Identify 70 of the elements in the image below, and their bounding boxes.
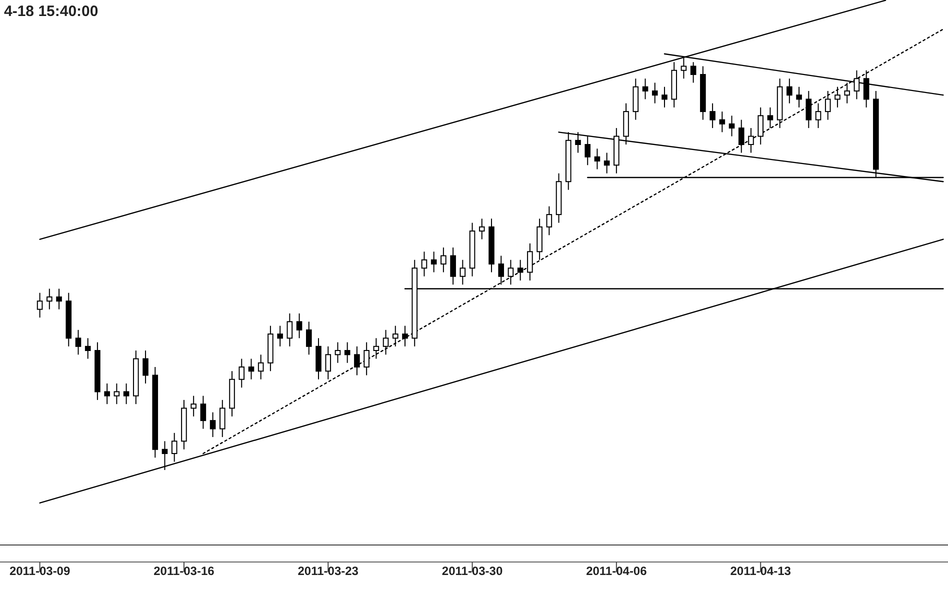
candlestick [142, 350, 148, 384]
candlestick [306, 321, 312, 356]
candlestick [728, 115, 735, 137]
candlestick [758, 106, 764, 146]
candlestick [190, 395, 196, 417]
candlestick [806, 90, 812, 129]
candlestick [334, 342, 341, 364]
candlestick [84, 338, 91, 360]
x-tick-label: 2011-04-13 [730, 564, 792, 578]
candlestick [402, 325, 408, 347]
candlestick [796, 86, 802, 108]
candlestick [123, 382, 130, 405]
candlestick [421, 251, 428, 277]
candlestick [46, 288, 52, 310]
candlestick [75, 329, 82, 356]
candlestick [200, 395, 206, 430]
candlestick [450, 247, 456, 286]
candlestick [430, 251, 437, 273]
candlestick [662, 86, 668, 108]
candlestick [546, 206, 552, 236]
candlestick [710, 102, 716, 129]
candlestick [354, 346, 360, 376]
candlestick [325, 346, 332, 380]
candlestick [210, 412, 216, 438]
candlestick [171, 432, 178, 462]
candlestick [748, 128, 754, 154]
candlestick [36, 292, 43, 318]
x-tick-label: 2011-03-30 [442, 564, 503, 578]
candlestick [719, 111, 726, 133]
candlestick [296, 312, 302, 339]
candlestick [277, 325, 283, 347]
candlestick [382, 329, 389, 356]
candlestick [584, 136, 591, 166]
candlestick [460, 259, 466, 286]
candlestick [373, 338, 380, 360]
candlestick [604, 152, 610, 174]
candlestick [286, 312, 293, 347]
candlestick [824, 90, 831, 120]
candlestick [680, 58, 687, 80]
candlestick [517, 259, 524, 281]
candlestick [248, 358, 254, 380]
candlestick [478, 218, 485, 240]
candlestick [767, 106, 774, 129]
candlestick [162, 440, 168, 470]
candlestick [220, 399, 226, 438]
candlestick [364, 342, 370, 376]
candlestick [738, 119, 744, 154]
candlestick [498, 255, 504, 286]
candlestick [344, 342, 350, 364]
candlestick [527, 242, 533, 281]
x-tick-label: 2011-03-16 [154, 564, 215, 578]
candlestick [652, 82, 658, 104]
candlestick [508, 259, 514, 286]
x-tick-label: 2011-04-06 [586, 564, 648, 578]
candlestick [238, 358, 245, 388]
candlestick [690, 62, 696, 84]
candlestick [786, 78, 792, 104]
candlestick [56, 288, 62, 310]
candlestick [815, 102, 822, 129]
x-tick-label: 2011-03-23 [298, 564, 359, 578]
x-tick-label: 2011-03-09 [9, 564, 70, 578]
candlestick [104, 382, 110, 405]
chart-title: 4-18 15:40:00 [4, 3, 98, 20]
candlestick [834, 86, 840, 108]
candlestick [392, 325, 398, 347]
candlestick [440, 247, 446, 273]
candlestick [258, 354, 264, 380]
candlestick [642, 78, 648, 100]
candlestick [594, 148, 600, 170]
candlestick [114, 382, 120, 405]
